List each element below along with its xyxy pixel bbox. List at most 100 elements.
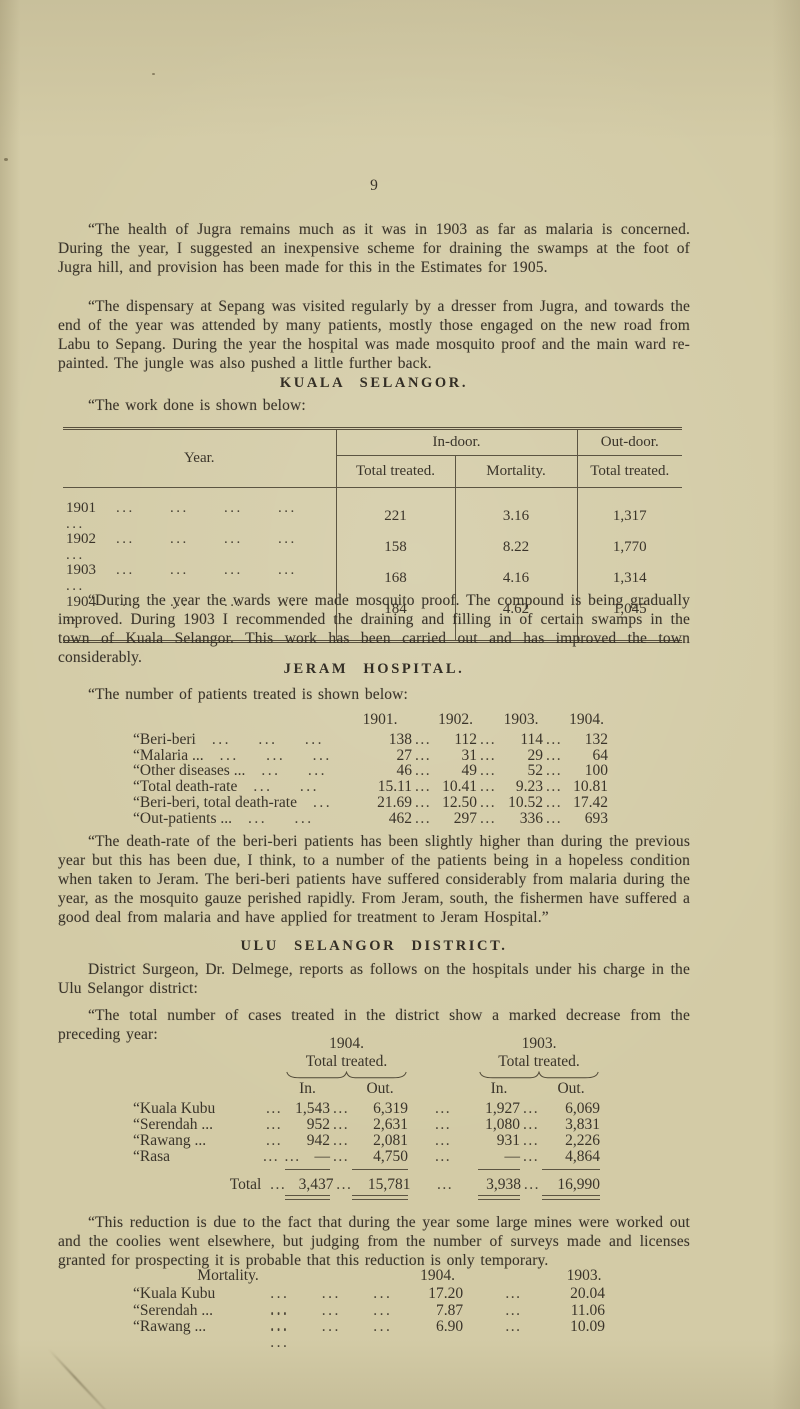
dot-leaders: ... ... ... [211, 730, 324, 748]
indoor-total: 184 [336, 594, 456, 640]
dot-leaders: ... ... ... ... ... [66, 531, 297, 563]
out-1904: 2,081 [373, 1131, 408, 1149]
value-1901: 21.69 [377, 793, 412, 811]
year-header: 1904. [569, 711, 604, 728]
dots-separator: ... [332, 1147, 350, 1165]
dots-separator: ... [414, 730, 432, 748]
mortality-1903: 20.04 [570, 1284, 605, 1302]
value-1904: 693 [584, 809, 608, 827]
mortality-1903: 10.09 [570, 1318, 605, 1336]
value-1901: 462 [388, 809, 412, 827]
value-1903: 29 [527, 746, 544, 764]
dot-leaders: ... ... ... ... [270, 1301, 393, 1335]
out-1904: 4,750 [373, 1147, 408, 1165]
dots-separator: ... [414, 778, 432, 796]
dots-separator: ... [545, 762, 563, 780]
table-row: “Serendah ... ... ... ... ... 7.87 ... 1… [133, 1301, 605, 1333]
dots-separator: ... [414, 809, 432, 827]
value-1902: 297 [453, 809, 477, 827]
dots-separator: ... [522, 1131, 540, 1149]
table-row: “Rawang ... ... ... ... ... 6.90 ... 10.… [133, 1318, 605, 1350]
brace-row [133, 1071, 600, 1081]
heading-jeram-hospital: JERAM HOSPITAL. [283, 661, 465, 677]
column-header-total-treated: Total treated. [336, 455, 456, 488]
row-label: “Kuala Kubu [133, 1284, 216, 1302]
column-rule [478, 1168, 520, 1171]
dot-leaders: ... ... [263, 1147, 301, 1165]
out-1904: 6,319 [373, 1100, 408, 1118]
table-row: “Other diseases ... ... ... 46... 49... 5… [133, 763, 608, 779]
dots-separator: ... [479, 793, 497, 811]
row-label: “Malaria ... [133, 746, 204, 764]
table-row: “Rawang ...... 942... 2,081... 931... 2,… [133, 1133, 600, 1149]
in-1903: 931 [496, 1131, 520, 1149]
indoor-mortality: 8.22 [455, 532, 578, 564]
row-label: “Other diseases ... [133, 762, 246, 780]
year-header-1904: 1904. [329, 1035, 364, 1052]
dots-separator: ... [545, 809, 563, 827]
dots-separator: ... [270, 1175, 287, 1193]
column-double-rule [352, 1195, 408, 1201]
row-label: “Rasa [133, 1147, 171, 1165]
row-label: “Total death-rate [133, 778, 238, 796]
value-1903: 10.52 [508, 793, 543, 811]
table-row: “Malaria ... ... ... ... 27... 31... 29..… [133, 746, 609, 764]
out-1903: 4,864 [565, 1147, 600, 1165]
dots-separator: ... [479, 809, 497, 827]
year-header: 1902. [438, 711, 473, 728]
total-label: Total [229, 1175, 262, 1193]
header-brace [285, 1071, 408, 1080]
year-label: 1904 [66, 593, 96, 610]
paragraph-sepang-dispensary: “The dispensary at Sepang was visited re… [58, 298, 690, 372]
table-row: “Out-patients ... ... ... 462... 297... 3… [133, 809, 608, 827]
table-row: 1903... ... ... ... ... 168 4.16 1,314 [63, 563, 682, 595]
mortality-header: Mortality. [197, 1267, 259, 1284]
paragraph-beriberi-death-rate: “The death-rate of the beri-beri patient… [58, 833, 690, 926]
dots-separator: ... [505, 1301, 522, 1319]
dots-separator: ... [522, 1116, 540, 1134]
year-label: 1902 [66, 531, 96, 548]
dots-separator: ... [505, 1318, 522, 1336]
dots-separator: ... [545, 793, 563, 811]
total-treated-label: Total treated. [305, 1052, 388, 1070]
out-1903: 3,831 [565, 1116, 600, 1134]
dots-separator: ... [434, 1131, 452, 1149]
dots-separator: ... [545, 746, 563, 764]
dots-separator: ... [436, 1175, 454, 1193]
rule-row [133, 1192, 600, 1202]
dot-leaders: ... ... [253, 778, 319, 796]
in-out-header-row: In. Out. In. Out. [133, 1079, 600, 1097]
table-row: “Beri-beri ... ... ... 138... 112... 114.… [133, 730, 608, 748]
rule-row [133, 1165, 600, 1174]
dots-separator: ... [545, 730, 563, 748]
value-1901: 15.11 [377, 778, 412, 796]
heading-ulu-selangor: ULU SELANGOR DISTRICT. [240, 938, 508, 954]
dots-separator: ... [332, 1131, 350, 1149]
in-header: In. [299, 1079, 316, 1097]
paper-speck [152, 73, 155, 75]
in-header: In. [490, 1079, 508, 1097]
kuala-selangor-table: Year. In-door. Out-door. Total treated. … [63, 427, 683, 643]
jeram-intro: “The number of patients treated is shown… [88, 686, 408, 703]
in-1904: — [314, 1147, 331, 1165]
value-1904: 64 [592, 746, 609, 764]
kuala-selangor-table-grid: Year. In-door. Out-door. Total treated. … [63, 430, 683, 640]
dot-leaders: ... ... ... ... ... [66, 593, 297, 626]
dots-separator: ... [523, 1175, 540, 1193]
mortality-table: Mortality. 1904. 1903. “Kuala Kubu ... .… [133, 1268, 605, 1351]
year-label: 1901 [66, 500, 96, 516]
dot-leaders: ... ... ... ... [270, 1284, 393, 1318]
dot-leaders: ... [265, 1100, 283, 1118]
heading-kuala-selangor: KUALA SELANGOR. [279, 375, 469, 391]
dots-separator: ... [479, 778, 497, 796]
outdoor-total: 1,045 [612, 601, 647, 618]
value-1903: 9.23 [515, 778, 543, 796]
dots-separator: ... [434, 1147, 452, 1165]
row-label: “Serendah ... [133, 1301, 214, 1319]
dots-separator: ... [414, 762, 432, 780]
in-1904: 952 [306, 1116, 330, 1134]
dots-separator: ... [336, 1175, 353, 1193]
dot-leaders: ... [265, 1116, 283, 1134]
mortality-header-row: Mortality. 1904. 1903. [133, 1268, 605, 1284]
